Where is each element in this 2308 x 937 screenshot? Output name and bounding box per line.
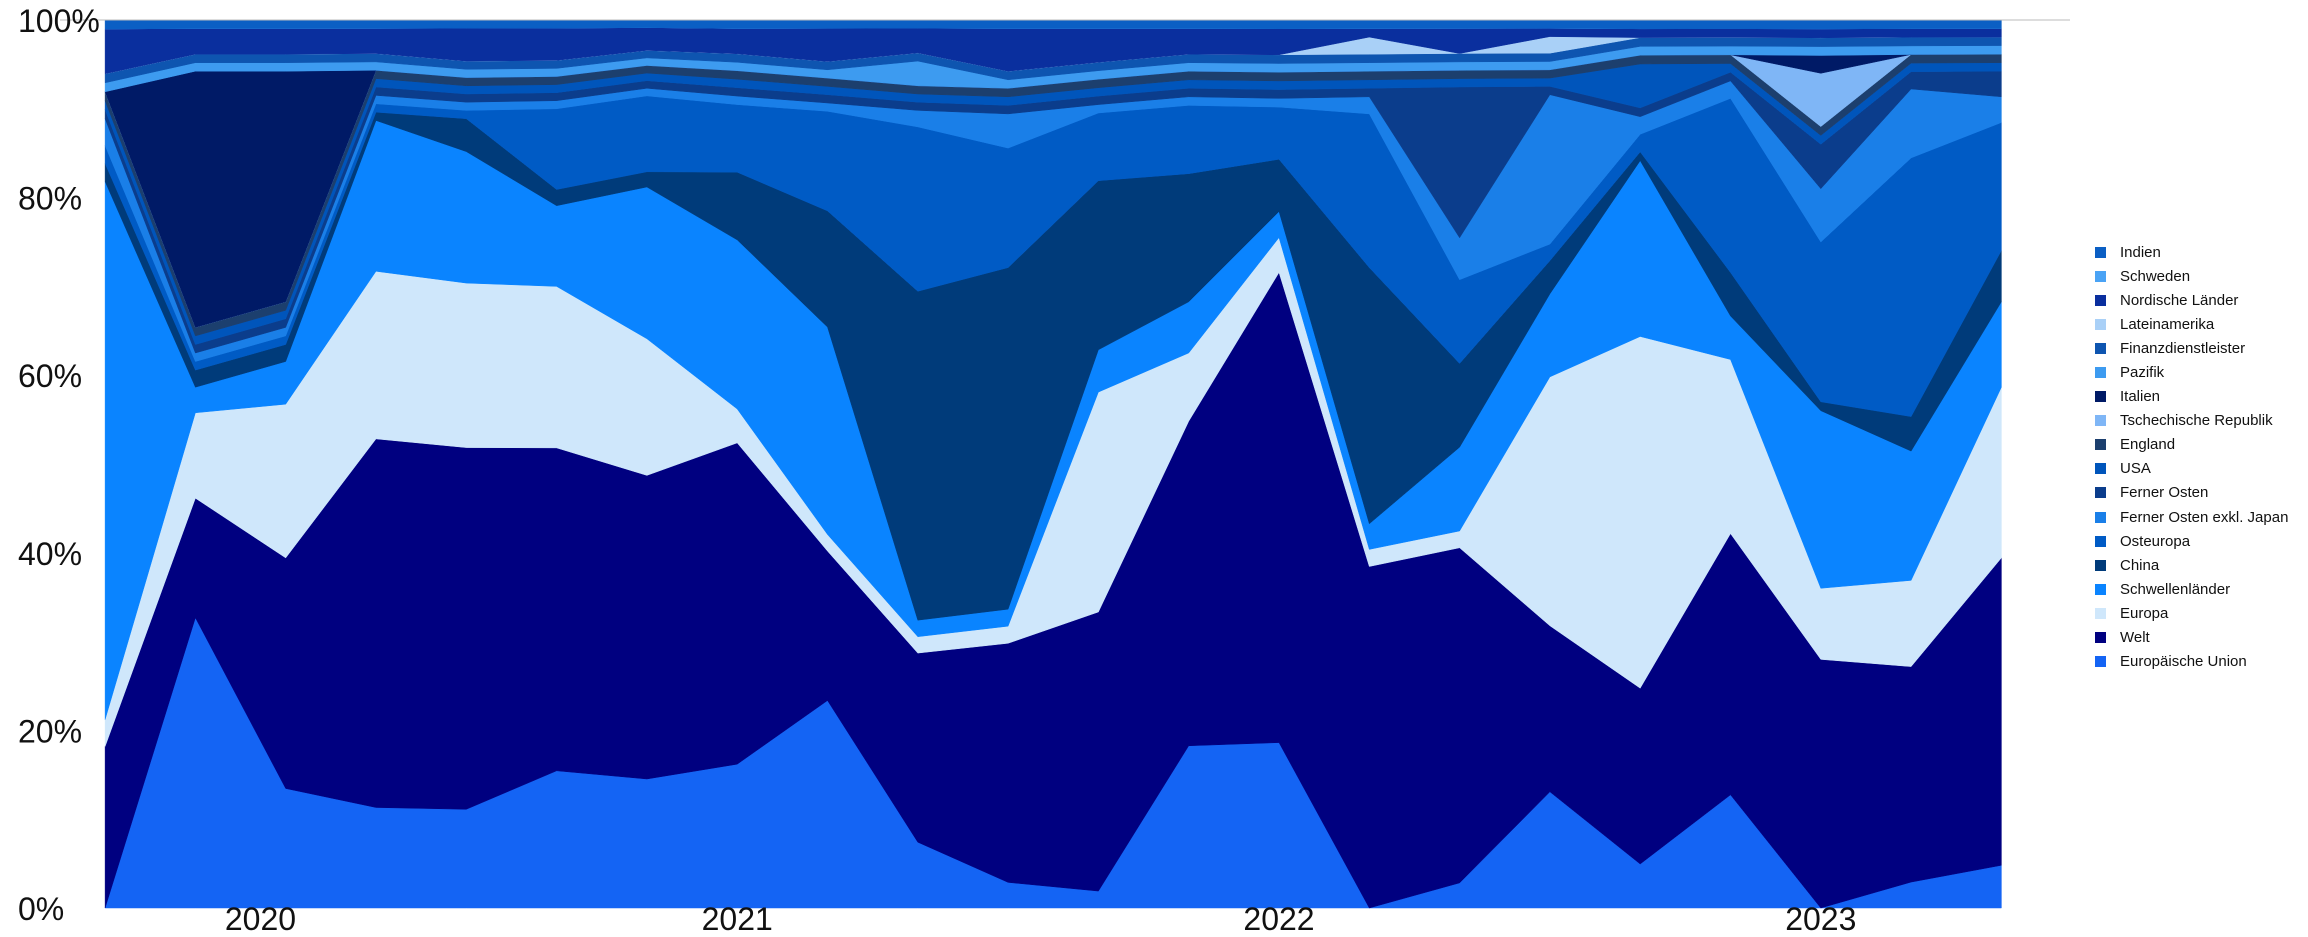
- legend-label: Schwellenländer: [2120, 580, 2231, 598]
- legend-label: Ferner Osten exkl. Japan: [2120, 508, 2289, 526]
- legend-label: Welt: [2120, 629, 2150, 647]
- legend-item: Indien: [2095, 240, 2305, 264]
- legend-label: Italien: [2120, 388, 2161, 406]
- legend-label: USA: [2120, 460, 2151, 478]
- legend-item: China: [2095, 553, 2305, 577]
- legend-label: Indien: [2120, 243, 2161, 261]
- area-layers: [104, 19, 2002, 909]
- legend-swatch: [2095, 607, 2106, 619]
- legend-item: Pazifik: [2095, 360, 2305, 384]
- x-tick-label: 2020: [225, 901, 296, 937]
- legend-swatch: [2095, 583, 2106, 595]
- legend-swatch: [2095, 318, 2106, 330]
- legend-item: Europäische Union: [2095, 650, 2305, 674]
- legend-item: Welt: [2095, 626, 2305, 650]
- legend-label: Tschechische Republik: [2120, 412, 2273, 430]
- y-tick-label: 100%: [18, 3, 100, 39]
- legend-label: Nordische Länder: [2120, 291, 2239, 309]
- y-tick-label: 60%: [18, 358, 82, 394]
- legend-swatch: [2095, 632, 2106, 644]
- x-tick-label: 2023: [1785, 901, 1856, 937]
- legend-label: England: [2120, 436, 2176, 454]
- legend-item: USA: [2095, 457, 2305, 481]
- legend-item: Europa: [2095, 601, 2305, 625]
- legend-swatch: [2095, 270, 2106, 282]
- x-tick-label: 2021: [702, 901, 773, 937]
- legend-label: Osteuropa: [2120, 532, 2191, 550]
- legend-item: Tschechische Republik: [2095, 409, 2305, 433]
- legend-label: China: [2120, 556, 2160, 574]
- legend-swatch: [2095, 342, 2106, 354]
- legend-label: Pazifik: [2120, 364, 2165, 382]
- legend-item: Lateinamerika: [2095, 312, 2305, 336]
- legend-swatch: [2095, 367, 2106, 379]
- y-tick-label: 40%: [18, 536, 82, 572]
- legend-label: Ferner Osten: [2120, 484, 2209, 502]
- legend-item: Ferner Osten: [2095, 481, 2305, 505]
- y-tick-label: 80%: [18, 181, 82, 217]
- legend-swatch: [2095, 487, 2106, 499]
- legend-swatch: [2095, 294, 2106, 306]
- legend: Indien Schweden Nordische Länder Lateinamer…: [2095, 240, 2305, 674]
- legend-label: Europäische Union: [2120, 653, 2247, 671]
- legend-label: Europa: [2120, 604, 2169, 622]
- legend-item: Schweden: [2095, 264, 2305, 288]
- legend-swatch: [2095, 439, 2106, 451]
- legend-swatch: [2095, 656, 2106, 668]
- x-tick-label: 2022: [1243, 901, 1314, 937]
- legend-label: Finanzdienstleister: [2120, 339, 2246, 357]
- legend-swatch: [2095, 391, 2106, 403]
- legend-item: Italien: [2095, 385, 2305, 409]
- legend-swatch: [2095, 559, 2106, 571]
- y-tick-label: 0%: [18, 891, 64, 927]
- legend-swatch: [2095, 511, 2106, 523]
- legend-swatch: [2095, 535, 2106, 547]
- legend-item: England: [2095, 433, 2305, 457]
- legend-item: Ferner Osten exkl. Japan: [2095, 505, 2305, 529]
- legend-label: Schweden: [2120, 267, 2191, 285]
- legend-item: Schwellenländer: [2095, 577, 2305, 601]
- y-tick-label: 20%: [18, 713, 82, 749]
- legend-label: Lateinamerika: [2120, 315, 2215, 333]
- legend-item: Osteuropa: [2095, 529, 2305, 553]
- legend-item: Nordische Länder: [2095, 288, 2305, 312]
- legend-item: Finanzdienstleister: [2095, 336, 2305, 360]
- legend-swatch: [2095, 415, 2106, 427]
- legend-swatch: [2095, 246, 2106, 258]
- area-series-18: [104, 19, 2002, 30]
- legend-swatch: [2095, 463, 2106, 475]
